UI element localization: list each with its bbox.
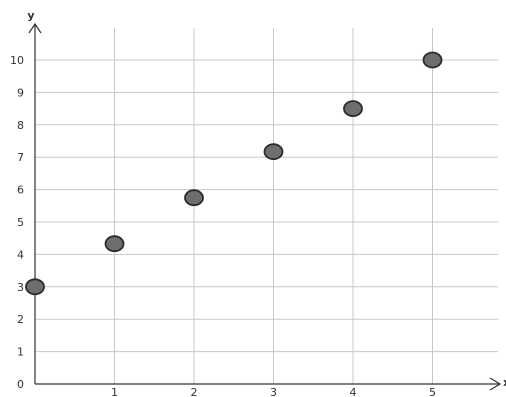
x-tick-labels: 1 2 3 4 5 (111, 386, 436, 397)
x-tick-label: 1 (111, 386, 118, 397)
y-tick-labels: 0 1 2 3 4 5 6 7 8 9 10 (10, 54, 24, 391)
y-axis-title: y (27, 9, 34, 22)
data-point (422, 51, 443, 69)
data-point (343, 100, 363, 117)
x-tick-label: 4 (350, 386, 357, 397)
x-tick-label: 2 (191, 386, 198, 397)
y-tick-label: 9 (17, 86, 24, 99)
y-axis-arrow (28, 22, 42, 34)
y-tick-label: 5 (17, 216, 24, 229)
y-tick-label: 4 (17, 248, 24, 261)
y-tick-label: 1 (17, 346, 24, 359)
y-tick-label: 7 (17, 151, 24, 164)
axes (28, 22, 502, 391)
y-tick-label: 3 (17, 281, 24, 294)
y-tick-label: 8 (17, 119, 24, 132)
x-axis-arrow (489, 377, 502, 391)
data-point (263, 143, 284, 161)
x-tick-label: 5 (429, 386, 436, 397)
x-axis-title: x (503, 376, 506, 389)
y-tick-label: 2 (17, 313, 24, 326)
data-point (184, 189, 204, 207)
data-point (104, 235, 125, 253)
grid-lines (35, 28, 498, 384)
data-points (25, 51, 443, 296)
x-tick-label: 3 (270, 386, 277, 397)
y-tick-label: 6 (17, 184, 24, 197)
y-tick-label: 0 (17, 378, 24, 391)
data-point (25, 278, 45, 296)
y-tick-label: 10 (10, 54, 24, 67)
